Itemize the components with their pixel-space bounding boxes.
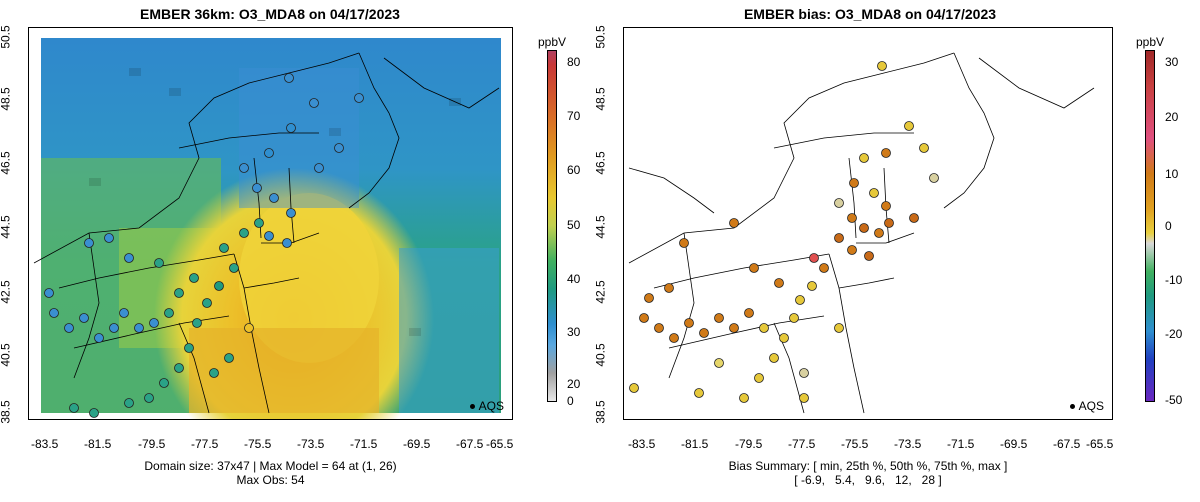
right-lon-tick: -67.5	[1053, 437, 1081, 451]
left-lon-tick: -81.5	[84, 437, 112, 451]
right-lon-tick: -83.5	[628, 437, 656, 451]
right-lon-tick: -79.5	[735, 437, 763, 451]
right-lat-tick: 48.5	[593, 87, 608, 111]
right-lon-tick: -65.5	[1086, 437, 1114, 451]
right-lon-tick: -75.5	[841, 437, 869, 451]
left-lat-tick: 46.5	[0, 151, 13, 175]
left-colorbar-unit: ppbV	[538, 35, 567, 49]
left-lon-tick: -71.5	[350, 437, 378, 451]
right-colorbar-tick: 10	[1165, 167, 1179, 181]
left-lat-tick: 50.5	[0, 25, 13, 49]
right-lat-tick: 40.5	[593, 343, 608, 367]
left-legend-label: AQS	[478, 399, 504, 413]
right-caption-line2: [ -6.9, 5.4, 9.6, 12, 28 ]	[794, 473, 942, 487]
right-colorbar-tick: 20	[1165, 110, 1179, 124]
right-colorbar-tick: 30	[1165, 55, 1179, 69]
right-lat-tick: 38.5	[593, 400, 608, 424]
right-map-title: EMBER bias: O3_MDA8 on 04/17/2023	[743, 6, 997, 22]
legend-point-icon	[469, 404, 475, 410]
left-lon-tick: -65.5	[486, 437, 514, 451]
left-legend: AQS	[469, 399, 504, 413]
right-obs-points	[629, 61, 939, 403]
left-lon-tick: -77.5	[191, 437, 219, 451]
right-colorbar-tick: -50	[1165, 393, 1183, 407]
left-lon-tick: -75.5	[244, 437, 272, 451]
left-colorbar-tick: 20	[567, 377, 581, 391]
left-obs-points	[44, 73, 364, 418]
left-lon-tick: -83.5	[31, 437, 59, 451]
left-lat-tick: 42.5	[0, 280, 13, 304]
right-colorbar-tick: 0	[1165, 219, 1172, 233]
left-caption-line1: Domain size: 37x47 | Max Model = 64 at (…	[144, 459, 397, 473]
right-lat-tick: 46.5	[593, 151, 608, 175]
left-lon-tick: -79.5	[138, 437, 166, 451]
left-ozone-field	[33, 38, 501, 419]
left-colorbar-tick: 60	[567, 163, 581, 177]
legend-point-icon	[1069, 404, 1075, 410]
right-colorbar	[1145, 50, 1155, 402]
left-colorbar-tick: 70	[567, 109, 581, 123]
right-caption-line1: Bias Summary: [ min, 25th %, 50th %, 75t…	[728, 459, 1008, 473]
right-lat-tick: 42.5	[593, 280, 608, 304]
left-lat-tick: 48.5	[0, 87, 13, 111]
right-colorbar-tick: -10	[1165, 273, 1183, 287]
left-lon-tick: -67.5	[456, 437, 484, 451]
right-colorbar-unit: ppbV	[1136, 35, 1165, 49]
left-colorbar-tick: 40	[567, 272, 581, 286]
left-map-title: EMBER 36km: O3_MDA8 on 04/17/2023	[140, 6, 400, 22]
right-legend-label: AQS	[1078, 399, 1104, 413]
left-map-frame: AQS	[28, 27, 513, 420]
left-lon-tick: -69.5	[403, 437, 431, 451]
left-colorbar-tick: 50	[567, 218, 581, 232]
right-lon-tick: -77.5	[788, 437, 816, 451]
left-lat-tick: 44.5	[0, 215, 13, 239]
right-colorbar-tick: -20	[1165, 327, 1183, 341]
left-lat-tick: 40.5	[0, 343, 13, 367]
left-colorbar	[547, 50, 557, 402]
right-lat-tick: 44.5	[593, 215, 608, 239]
right-lon-tick: -73.5	[894, 437, 922, 451]
right-lon-tick: -81.5	[681, 437, 709, 451]
right-lon-tick: -69.5	[1000, 437, 1028, 451]
right-map-frame: AQS	[623, 27, 1113, 420]
right-bias-map	[628, 52, 1095, 414]
left-lon-tick: -73.5	[297, 437, 325, 451]
left-colorbar-tick: 80	[567, 55, 581, 69]
left-lat-tick: 38.5	[0, 400, 13, 424]
right-lon-tick: -71.5	[947, 437, 975, 451]
left-colorbar-tick: 30	[567, 325, 581, 339]
right-lat-tick: 50.5	[593, 25, 608, 49]
right-legend: AQS	[1069, 399, 1104, 413]
left-caption-line2: Max Obs: 54	[236, 473, 305, 487]
left-colorbar-tick: 0	[567, 394, 574, 408]
